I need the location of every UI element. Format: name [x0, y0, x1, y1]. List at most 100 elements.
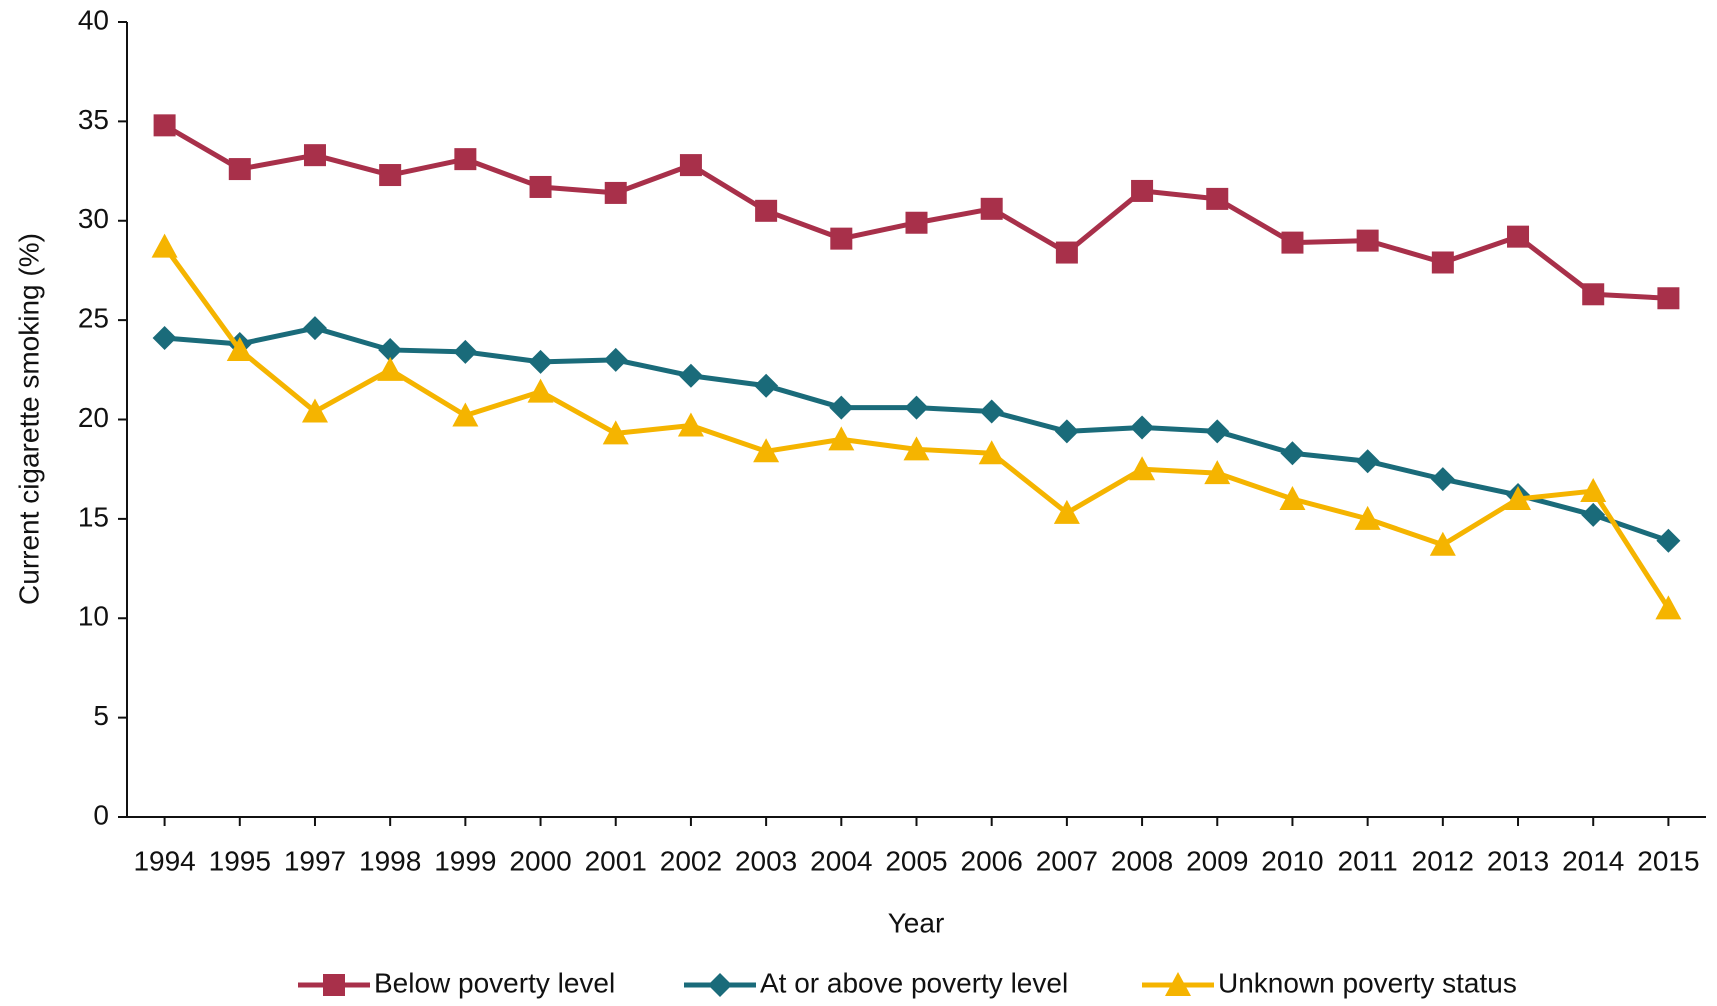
data-point — [1656, 528, 1681, 553]
data-point — [678, 363, 703, 388]
x-tick-label: 2004 — [810, 845, 872, 876]
data-point — [1356, 229, 1379, 252]
data-point — [828, 426, 855, 451]
data-point — [1655, 595, 1682, 620]
x-tick-label: 2000 — [509, 845, 571, 876]
data-point — [1130, 415, 1155, 440]
data-point — [453, 339, 478, 364]
data-point — [1281, 231, 1304, 254]
data-point — [830, 227, 853, 250]
data-point — [228, 158, 251, 181]
x-tick-label: 2010 — [1261, 845, 1323, 876]
data-point — [1581, 502, 1606, 527]
data-point — [378, 337, 403, 362]
data-point — [529, 175, 552, 198]
x-tick-label: 2008 — [1111, 845, 1173, 876]
y-tick-label: 25 — [78, 303, 109, 334]
y-tick-label: 20 — [78, 402, 109, 433]
y-tick-label: 0 — [93, 799, 109, 830]
data-point — [377, 356, 404, 381]
x-tick-label: 2015 — [1637, 845, 1699, 876]
data-point — [979, 399, 1004, 424]
data-point — [528, 349, 553, 374]
data-point — [1055, 241, 1078, 264]
legend-label: Below poverty level — [374, 967, 615, 998]
x-tick-label: 1995 — [209, 845, 271, 876]
data-point — [151, 233, 178, 258]
x-tick-label: 1994 — [133, 845, 195, 876]
y-tick-label: 35 — [78, 104, 109, 135]
x-tick-label: 2001 — [585, 845, 647, 876]
legend-marker — [323, 974, 345, 996]
x-tick-label: 1998 — [359, 845, 421, 876]
x-tick-label: 2002 — [660, 845, 722, 876]
data-point — [754, 373, 779, 398]
data-point — [677, 412, 704, 437]
data-point — [679, 154, 702, 177]
legend-marker — [708, 973, 732, 997]
data-point — [603, 347, 628, 372]
x-axis-title: Year — [888, 907, 945, 938]
data-point — [452, 402, 479, 427]
legend-label: At or above poverty level — [760, 967, 1068, 998]
x-tick-label: 2011 — [1338, 845, 1398, 876]
data-point — [978, 440, 1005, 465]
data-point — [1131, 179, 1154, 202]
x-tick-label: 2014 — [1562, 845, 1624, 876]
x-tick-label: 2009 — [1186, 845, 1248, 876]
data-point — [1053, 499, 1080, 524]
data-point — [1505, 486, 1532, 510]
data-point — [226, 336, 253, 361]
data-point — [1431, 251, 1454, 274]
y-tick-label: 15 — [78, 501, 109, 532]
x-tick-label: 2012 — [1412, 845, 1474, 876]
data-point — [753, 438, 780, 463]
x-tick-label: 2007 — [1036, 845, 1098, 876]
data-point — [904, 395, 929, 420]
data-point — [1430, 467, 1455, 492]
data-point — [303, 144, 326, 167]
data-point — [301, 398, 328, 423]
data-point — [1507, 225, 1530, 248]
data-point — [379, 164, 402, 187]
y-tick-label: 30 — [78, 203, 109, 234]
data-point — [1580, 478, 1607, 503]
y-axis-title: Current cigarette smoking (%) — [13, 233, 44, 605]
x-tick-label: 1999 — [434, 845, 496, 876]
data-point — [604, 181, 627, 204]
data-point — [602, 420, 629, 445]
data-point — [1355, 449, 1380, 474]
data-point — [1205, 419, 1230, 444]
data-point — [755, 199, 778, 222]
x-tick-label: 2006 — [961, 845, 1023, 876]
data-point — [1280, 441, 1305, 466]
legend-label: Unknown poverty status — [1218, 967, 1517, 998]
data-point — [1354, 505, 1381, 530]
data-point — [905, 211, 928, 234]
data-point — [1204, 460, 1231, 485]
data-point — [829, 395, 854, 420]
data-point — [152, 326, 177, 351]
data-point — [1054, 419, 1079, 444]
data-point — [1582, 283, 1605, 306]
data-point — [1657, 287, 1680, 310]
data-point — [153, 114, 176, 137]
data-point — [527, 378, 554, 403]
x-tick-label: 2003 — [735, 845, 797, 876]
data-point — [980, 197, 1003, 220]
y-tick-label: 10 — [78, 601, 109, 632]
data-point — [1429, 531, 1456, 556]
x-tick-label: 2005 — [885, 845, 947, 876]
y-tick-label: 40 — [78, 4, 109, 35]
x-tick-label: 2013 — [1487, 845, 1549, 876]
data-point — [903, 436, 930, 461]
x-tick-label: 1997 — [284, 845, 346, 876]
data-point — [302, 316, 327, 341]
data-point — [1279, 486, 1306, 510]
data-point — [1206, 187, 1229, 210]
y-tick-label: 5 — [93, 700, 109, 731]
legend-marker — [1165, 972, 1191, 996]
data-point — [1129, 456, 1156, 481]
data-point — [454, 148, 477, 171]
